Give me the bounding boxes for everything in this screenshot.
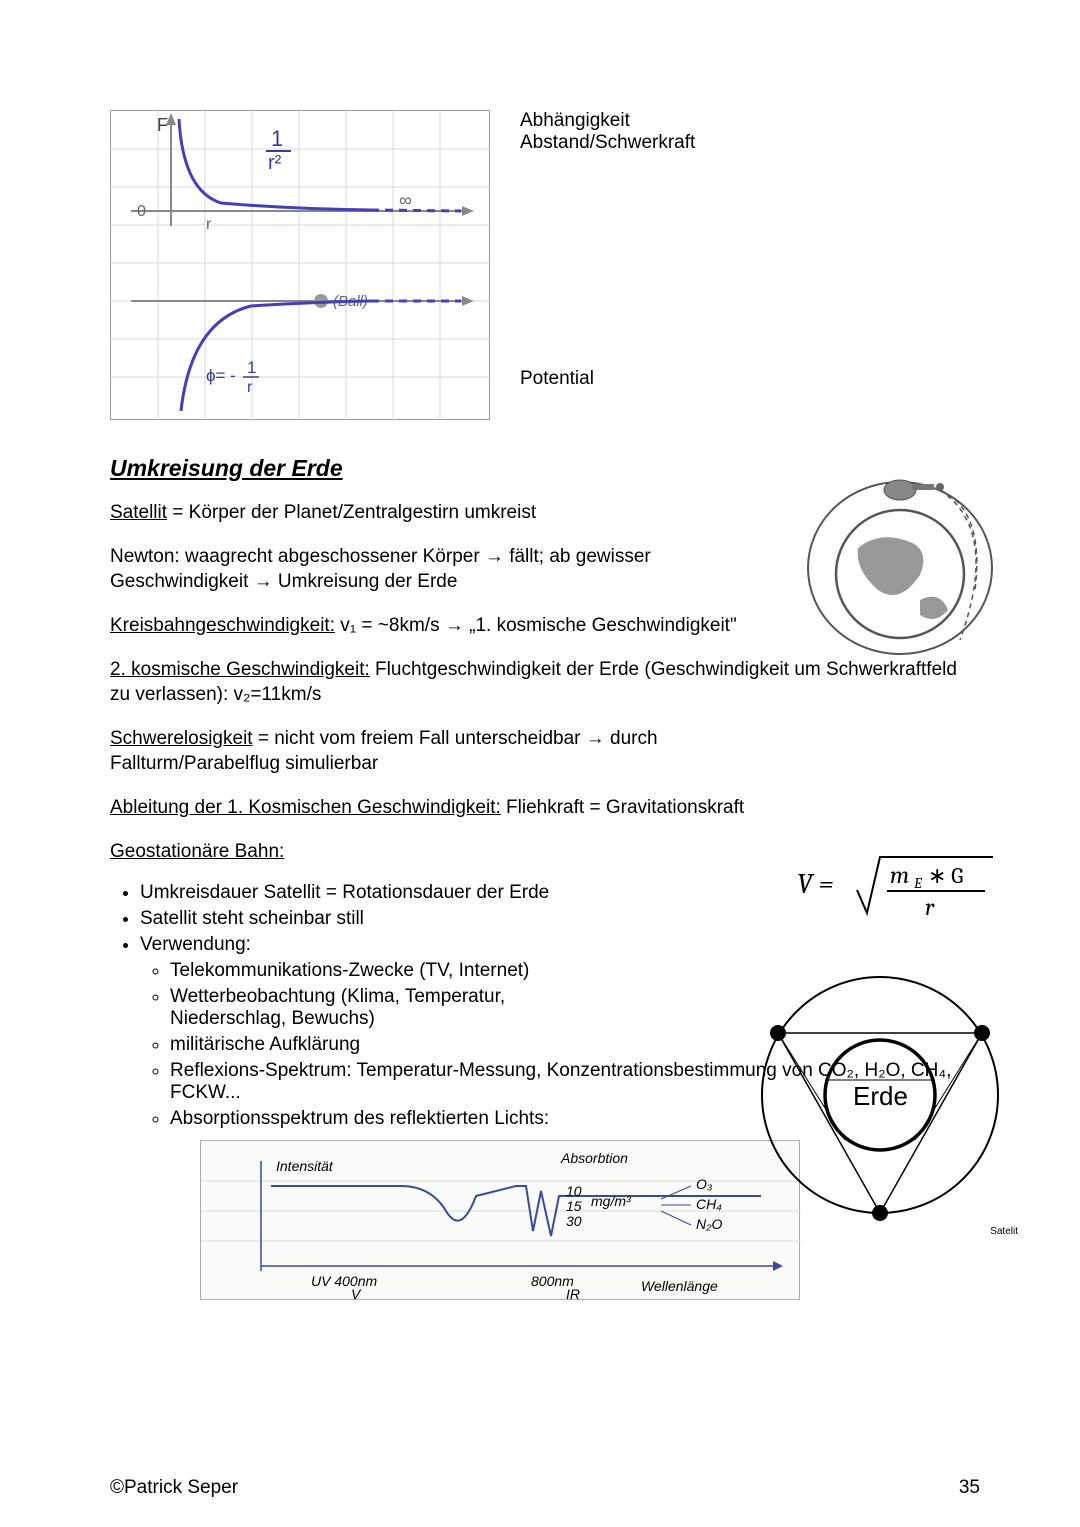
svg-text:10: 10 (566, 1183, 582, 1199)
svg-text:30: 30 (566, 1213, 582, 1229)
svg-text:r: r (206, 216, 212, 233)
spectrum-absorb-label: Absorbtion (560, 1150, 628, 1166)
orbit-center-label: Erde (853, 1081, 908, 1111)
svg-text:N₂O: N₂O (696, 1216, 722, 1232)
f-axis-label: F (157, 115, 168, 135)
svg-text:m: m (890, 861, 909, 889)
ableitung-text: Ableitung der 1. Kosmischen Geschwindigk… (110, 795, 980, 821)
svg-text:r: r (925, 893, 935, 921)
svg-text:E: E (913, 874, 923, 892)
svg-text:15: 15 (566, 1198, 582, 1214)
satellite-label: Satelit (990, 1226, 1018, 1237)
newton-text: Newton: waagrecht abgeschossener Körper … (110, 544, 710, 595)
spectrum-y-label: Intensität (276, 1158, 334, 1174)
svg-text:V =: V = (797, 868, 834, 900)
curve-label-bottom: ϕ= - (206, 366, 236, 385)
geo-use-2: Wetterbeobachtung (Klima, Temperatur, Ni… (170, 986, 610, 1030)
term-satellite: Satellit (110, 502, 167, 523)
svg-text:∞: ∞ (399, 190, 412, 210)
svg-text:r: r (247, 379, 253, 396)
svg-text:CH₄: CH₄ (696, 1196, 722, 1212)
svg-text:1: 1 (247, 358, 256, 377)
svg-text:O₃: O₃ (696, 1176, 713, 1192)
velocity-formula: V = m E ∗ G r (795, 845, 995, 931)
svg-text:mg/m³: mg/m³ (591, 1193, 631, 1209)
spectrum-sketch: Intensität Absorbtion 10 15 30 mg/m³ O₃ … (200, 1140, 800, 1300)
curve-label-top: 1 (271, 126, 283, 151)
svg-text:UV 400nm: UV 400nm (311, 1273, 377, 1289)
graph-label-bottom: Potential (520, 368, 695, 420)
svg-text:0: 0 (137, 203, 146, 220)
footer-copyright: ©Patrick Seper (110, 1477, 238, 1499)
svg-text:r²: r² (268, 152, 282, 174)
svg-text:IR: IR (566, 1286, 580, 1301)
globe-illustration (800, 470, 1000, 670)
svg-text:∗ G: ∗ G (928, 863, 963, 889)
graph-label-top: Abhängigkeit Abstand/Schwerkraft (520, 110, 695, 154)
orbit-diagram: Erde Satelit (750, 965, 1010, 1245)
schwerelos-text: Schwerelosigkeit = nicht vom freiem Fall… (110, 726, 750, 777)
footer-page-number: 35 (959, 1477, 980, 1499)
svg-text:Wellenlänge: Wellenlänge (641, 1278, 718, 1294)
force-potential-graph: F 1 r² 0 r ∞ (Ball) ϕ= - 1 r (110, 110, 490, 420)
